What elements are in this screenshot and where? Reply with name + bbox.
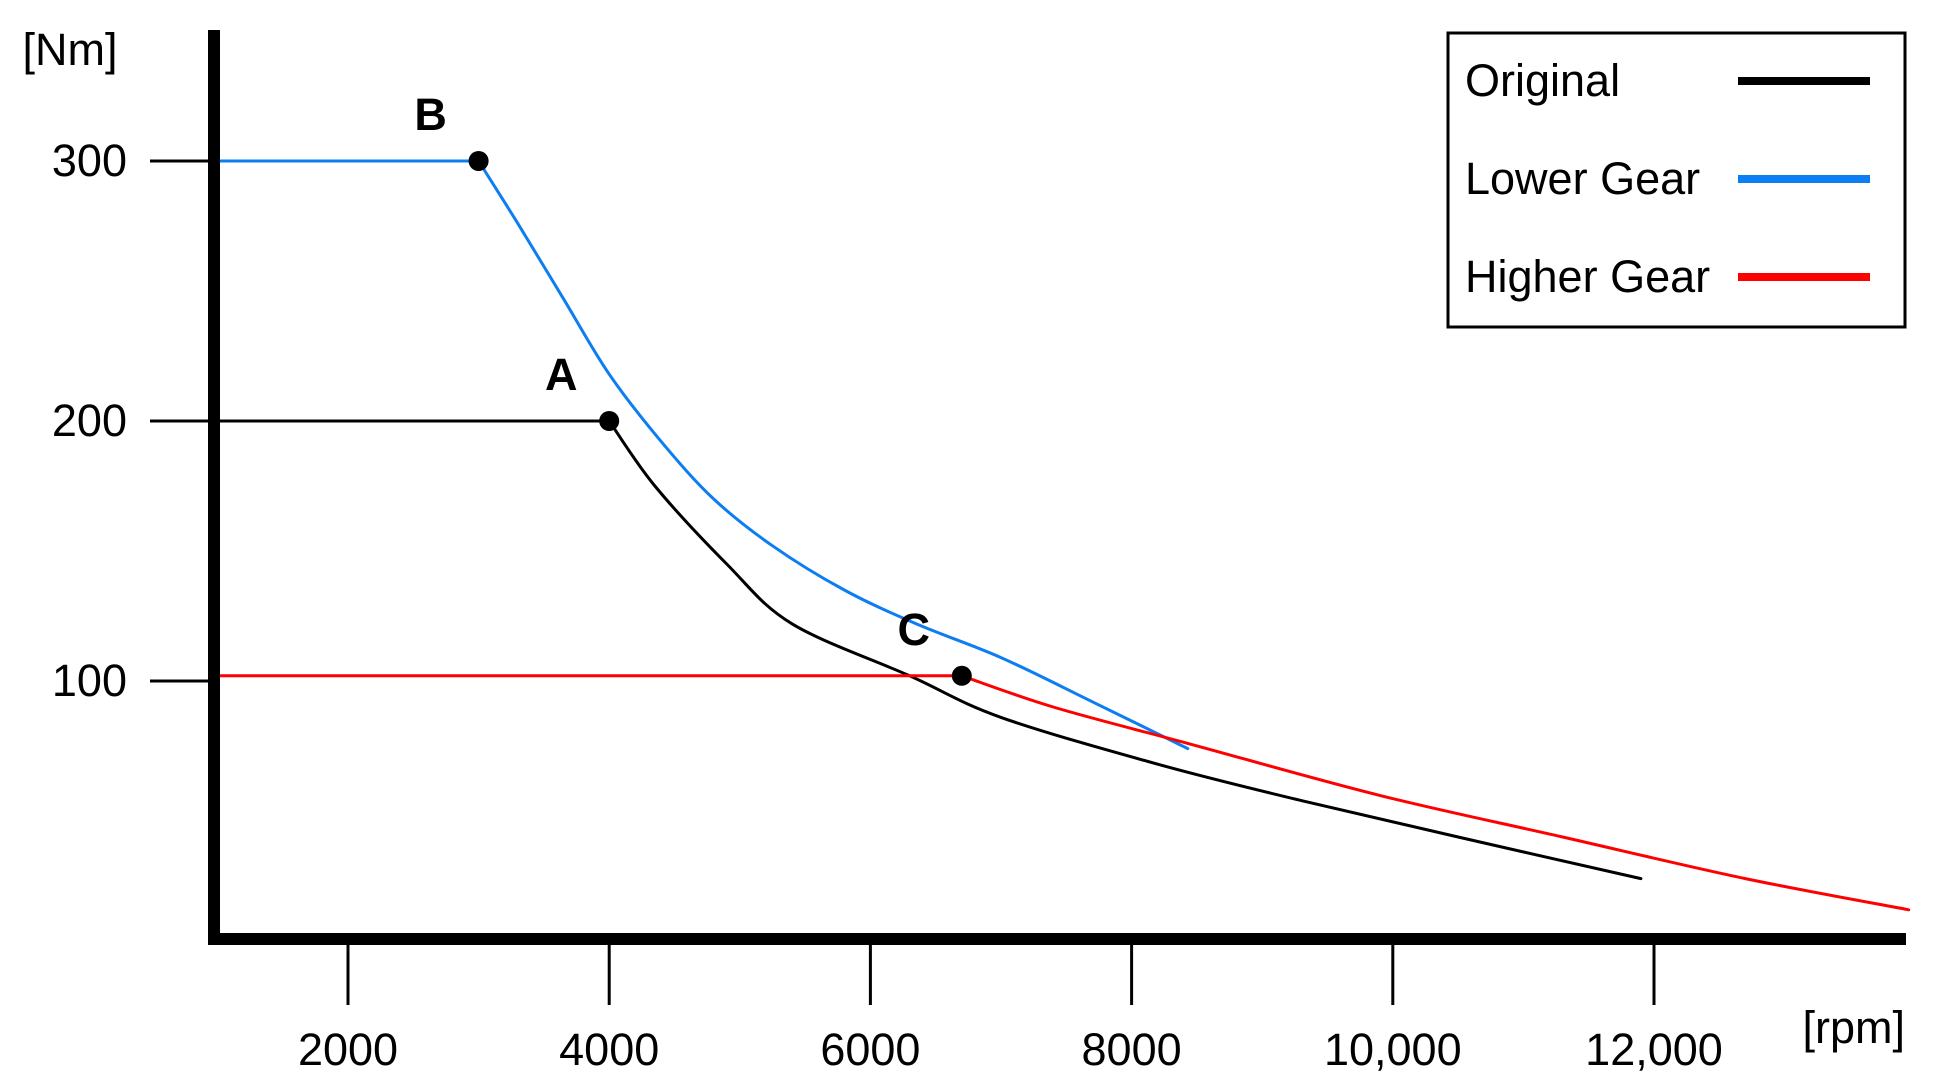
legend-item-label-original: Original bbox=[1465, 55, 1620, 106]
x-tick-label-10000: 10,000 bbox=[1324, 1024, 1462, 1075]
series-curve-original bbox=[215, 419, 1643, 881]
point-a-label: A bbox=[545, 349, 578, 400]
x-axis-ticks: 2000 4000 6000 8000 10,000 12,000 bbox=[298, 945, 1723, 1075]
y-axis-line bbox=[208, 30, 220, 945]
y-tick-label-100: 100 bbox=[52, 655, 127, 706]
axes: [Nm] [rpm] 2000 4000 6000 8000 10,000 12,000 … bbox=[23, 24, 1906, 1075]
legend-item-label-lower-gear: Lower Gear bbox=[1465, 153, 1700, 204]
x-tick-label-2000: 2000 bbox=[298, 1024, 398, 1075]
x-tick-label-6000: 6000 bbox=[820, 1024, 920, 1075]
point-a-dot bbox=[599, 411, 620, 431]
x-tick-label-8000: 8000 bbox=[1082, 1024, 1182, 1075]
point-c-label: C bbox=[898, 604, 931, 655]
x-axis-line bbox=[208, 933, 1906, 945]
series-curve-lower-gear bbox=[215, 159, 1190, 751]
y-tick-label-300: 300 bbox=[52, 135, 127, 186]
x-tick-label-4000: 4000 bbox=[559, 1024, 659, 1075]
legend-items: Original Lower Gear Higher Gear bbox=[1465, 55, 1870, 302]
legend-swatch-original bbox=[1738, 77, 1870, 85]
y-axis-ticks: 100 200 300 bbox=[52, 135, 208, 706]
series-curves bbox=[215, 159, 1911, 912]
legend-item-label-higher-gear: Higher Gear bbox=[1465, 251, 1710, 302]
legend-swatch-lower-gear bbox=[1738, 175, 1870, 183]
y-tick-label-200: 200 bbox=[52, 395, 127, 446]
point-c-dot bbox=[951, 665, 972, 686]
point-markers: A B C bbox=[414, 89, 972, 686]
legend: Original Lower Gear Higher Gear bbox=[1446, 31, 1907, 329]
point-b-label: B bbox=[414, 89, 447, 140]
series-curve-higher-gear bbox=[215, 674, 1911, 912]
x-tick-label-12000: 12,000 bbox=[1585, 1024, 1723, 1075]
point-b-dot bbox=[468, 151, 489, 171]
x-axis-unit-label: [rpm] bbox=[1802, 1002, 1905, 1053]
legend-swatch-higher-gear bbox=[1738, 273, 1870, 281]
y-axis-unit-label: [Nm] bbox=[23, 24, 118, 75]
